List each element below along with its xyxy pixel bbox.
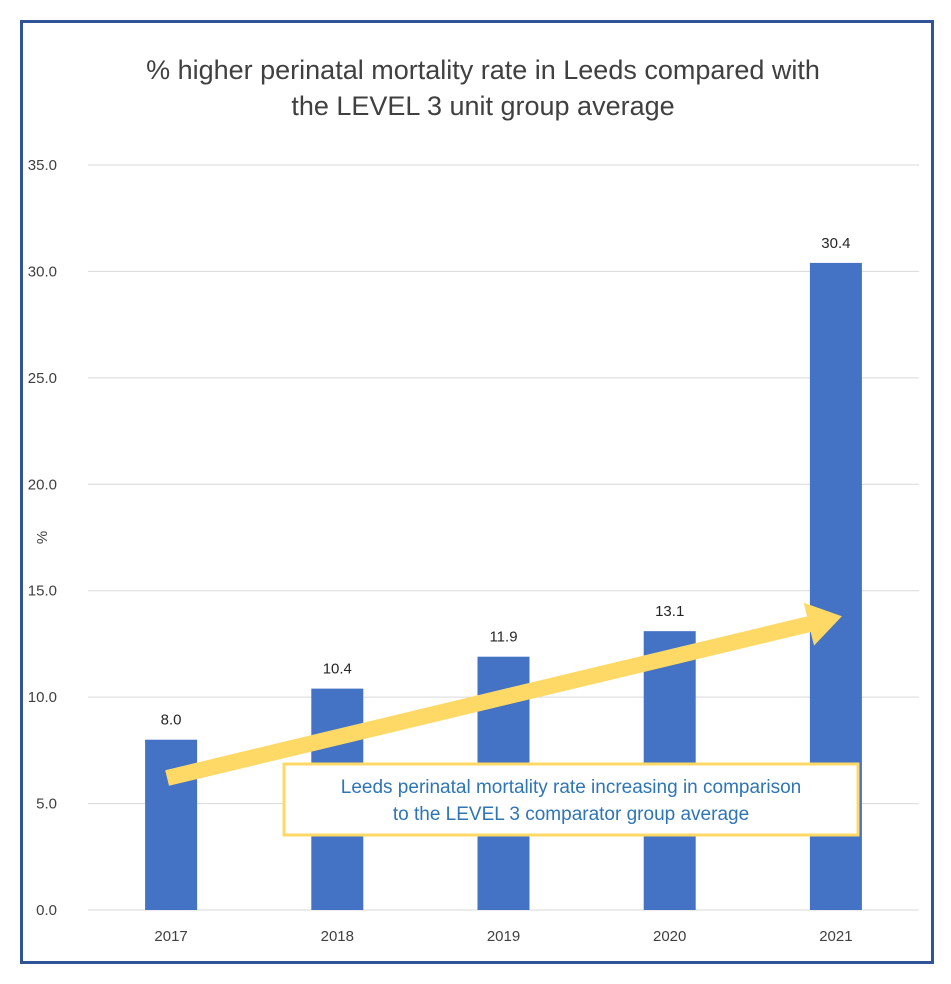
y-tick-label: 5.0 <box>36 796 57 813</box>
y-axis-label: % <box>34 531 51 544</box>
data-labels: 8.0 10.4 11.9 13.1 30.4 <box>161 235 851 729</box>
x-axis-labels: 2017 2018 2019 2020 2021 <box>154 928 852 945</box>
chart-frame: % higher perinatal mortality rate in Lee… <box>20 20 934 964</box>
annotation-box: Leeds perinatal mortality rate increasin… <box>282 762 860 837</box>
data-label-2018: 10.4 <box>323 661 352 678</box>
x-tick-label-2021: 2021 <box>819 928 852 945</box>
y-tick-label: 25.0 <box>28 370 57 387</box>
data-label-2020: 13.1 <box>655 603 684 620</box>
y-tick-label: 20.0 <box>28 476 57 493</box>
annotation-text-line: to the LEVEL 3 comparator group average <box>393 804 749 825</box>
chart-svg: % higher perinatal mortality rate in Lee… <box>28 55 919 945</box>
chart-title: % higher perinatal mortality rate in Lee… <box>146 55 820 121</box>
data-label-2019: 11.9 <box>489 629 517 646</box>
y-tick-label: 30.0 <box>28 263 57 280</box>
x-tick-label-2020: 2020 <box>653 928 686 945</box>
y-tick-label: 15.0 <box>28 583 57 600</box>
y-tick-label: 0.0 <box>36 902 57 919</box>
chart-title-line: % higher perinatal mortality rate in Lee… <box>146 55 820 85</box>
trend-arrow <box>165 602 842 786</box>
trend-arrow-shape <box>165 602 842 786</box>
chart-title-line: the LEVEL 3 unit group average <box>291 91 674 121</box>
annotation-text-line: Leeds perinatal mortality rate increasin… <box>341 777 801 798</box>
x-tick-label-2017: 2017 <box>154 928 187 945</box>
data-label-2021: 30.4 <box>821 235 850 252</box>
y-tick-label: 10.0 <box>28 689 57 706</box>
annotation-border <box>282 762 860 837</box>
y-tick-label: 35.0 <box>28 157 57 174</box>
data-label-2017: 8.0 <box>161 712 182 729</box>
y-axis-ticks: 0.0 5.0 10.0 15.0 20.0 25.0 30.0 35.0 <box>28 157 57 919</box>
x-tick-label-2018: 2018 <box>321 928 354 945</box>
x-tick-label-2019: 2019 <box>487 928 520 945</box>
